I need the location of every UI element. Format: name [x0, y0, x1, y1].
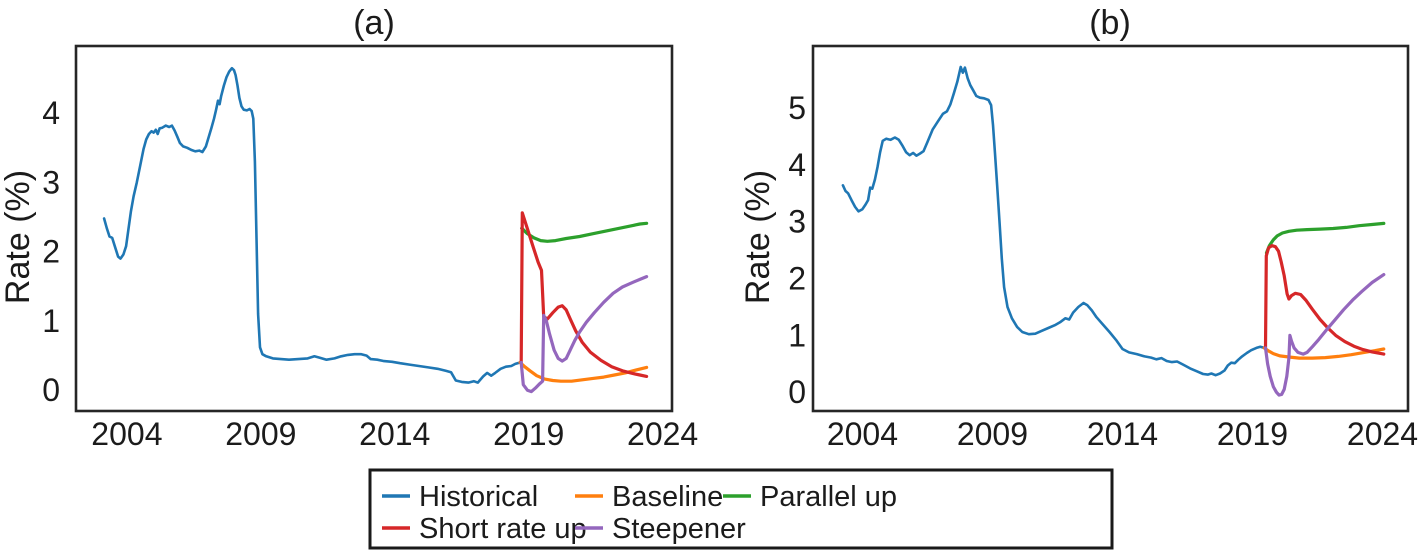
y-tick-label: 4 — [42, 95, 60, 131]
legend-label-steepener: Steepener — [612, 513, 746, 545]
y-tick-label: 0 — [42, 372, 60, 408]
x-tick-label: 2004 — [91, 416, 162, 452]
y-tick-label: 2 — [788, 261, 806, 297]
series-line-parallel_up — [520, 221, 649, 243]
legend-label-short-rate-up: Short rate up — [419, 513, 587, 545]
y-tick-label: 3 — [42, 164, 60, 200]
panel-a-y-axis-label: Rate (%) — [0, 170, 37, 304]
y-tick-label: 5 — [788, 90, 806, 126]
x-tick-label: 2009 — [225, 416, 296, 452]
legend-label-parallel-up: Parallel up — [760, 481, 897, 513]
legend-label-baseline: Baseline — [612, 481, 723, 513]
series-line-short_rate_up — [1263, 244, 1386, 356]
legend-label-historical: Historical — [419, 481, 538, 513]
x-tick-label: 2024 — [1347, 416, 1418, 452]
x-tick-label: 2009 — [957, 416, 1028, 452]
y-tick-label: 3 — [788, 204, 806, 240]
x-tick-label: 2019 — [1217, 416, 1288, 452]
y-tick-label: 1 — [788, 317, 806, 353]
series-line-historical — [841, 65, 1266, 377]
x-tick-label: 2014 — [359, 416, 430, 452]
series-line-short_rate_up — [519, 211, 649, 378]
panel-b: 2004 2009 2014 2019 2024 0 1 2 3 4 5 — [788, 44, 1418, 452]
series-line-parallel_up — [1264, 221, 1386, 255]
x-tick-label: 2004 — [827, 416, 898, 452]
panel-a-title: (a) — [353, 4, 395, 42]
x-tick-label: 2024 — [627, 416, 698, 452]
y-tick-label: 2 — [42, 234, 60, 270]
legend: Historical Short rate up Baseline Steepe… — [368, 468, 1114, 550]
panel-b-title: (b) — [1089, 4, 1131, 42]
series-line-historical — [102, 66, 522, 384]
y-tick-label: 4 — [788, 147, 806, 183]
series-line-baseline — [1262, 346, 1386, 360]
panel-a: 2004 2009 2014 2019 2024 0 1 2 3 4 — [42, 44, 698, 452]
y-tick-label: 0 — [788, 374, 806, 410]
panel-b-y-axis-label: Rate (%) — [739, 170, 777, 304]
x-tick-label: 2019 — [493, 416, 564, 452]
series-line-baseline — [518, 360, 649, 383]
plot-frame — [74, 44, 674, 413]
legend-border — [368, 468, 1114, 550]
x-tick-label: 2014 — [1087, 416, 1158, 452]
series-line-steepener — [519, 275, 649, 394]
series-line-steepener — [1263, 273, 1386, 397]
plot-frame — [811, 44, 1410, 413]
y-tick-label: 1 — [42, 303, 60, 339]
